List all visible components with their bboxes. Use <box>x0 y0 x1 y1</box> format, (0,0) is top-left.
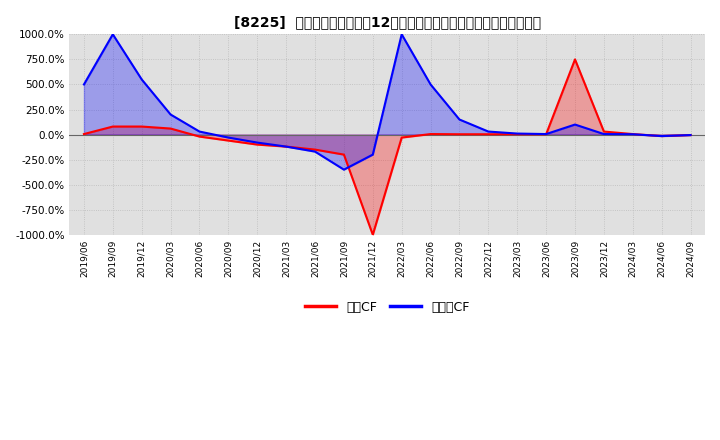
営業CF <box>282 144 290 149</box>
Line: 営業CF: 営業CF <box>84 59 690 235</box>
営業CF <box>340 152 348 157</box>
フリーCF <box>138 77 146 82</box>
営業CF <box>109 124 117 129</box>
フリーCF <box>369 152 377 157</box>
フリーCF <box>455 117 464 122</box>
フリーCF <box>195 129 204 134</box>
フリーCF <box>311 149 320 154</box>
フリーCF <box>397 32 406 37</box>
営業CF <box>657 133 666 139</box>
営業CF <box>138 124 146 129</box>
営業CF <box>686 132 695 138</box>
営業CF <box>571 57 580 62</box>
Line: フリーCF: フリーCF <box>84 34 690 170</box>
Title: [8225]  キャッシュフローの12か月移動合計の対前年同期増減率の推移: [8225] キャッシュフローの12か月移動合計の対前年同期増減率の推移 <box>234 15 541 29</box>
フリーCF <box>629 132 637 137</box>
フリーCF <box>426 82 435 87</box>
フリーCF <box>686 132 695 138</box>
フリーCF <box>166 112 175 117</box>
フリーCF <box>513 131 521 136</box>
フリーCF <box>340 167 348 172</box>
フリーCF <box>80 82 89 87</box>
営業CF <box>397 135 406 140</box>
フリーCF <box>484 129 492 134</box>
営業CF <box>80 132 89 137</box>
営業CF <box>369 232 377 238</box>
フリーCF <box>657 133 666 139</box>
営業CF <box>484 132 492 137</box>
フリーCF <box>600 132 608 137</box>
フリーCF <box>253 140 261 145</box>
営業CF <box>455 132 464 137</box>
フリーCF <box>109 32 117 37</box>
フリーCF <box>542 132 551 137</box>
フリーCF <box>571 122 580 127</box>
営業CF <box>600 129 608 134</box>
フリーCF <box>224 135 233 140</box>
営業CF <box>426 132 435 137</box>
営業CF <box>629 132 637 137</box>
Legend: 営業CF, フリーCF: 営業CF, フリーCF <box>300 296 474 319</box>
営業CF <box>311 147 320 152</box>
営業CF <box>253 142 261 147</box>
営業CF <box>166 126 175 131</box>
営業CF <box>513 132 521 137</box>
営業CF <box>224 138 233 143</box>
営業CF <box>542 132 551 137</box>
フリーCF <box>282 144 290 149</box>
営業CF <box>195 134 204 139</box>
